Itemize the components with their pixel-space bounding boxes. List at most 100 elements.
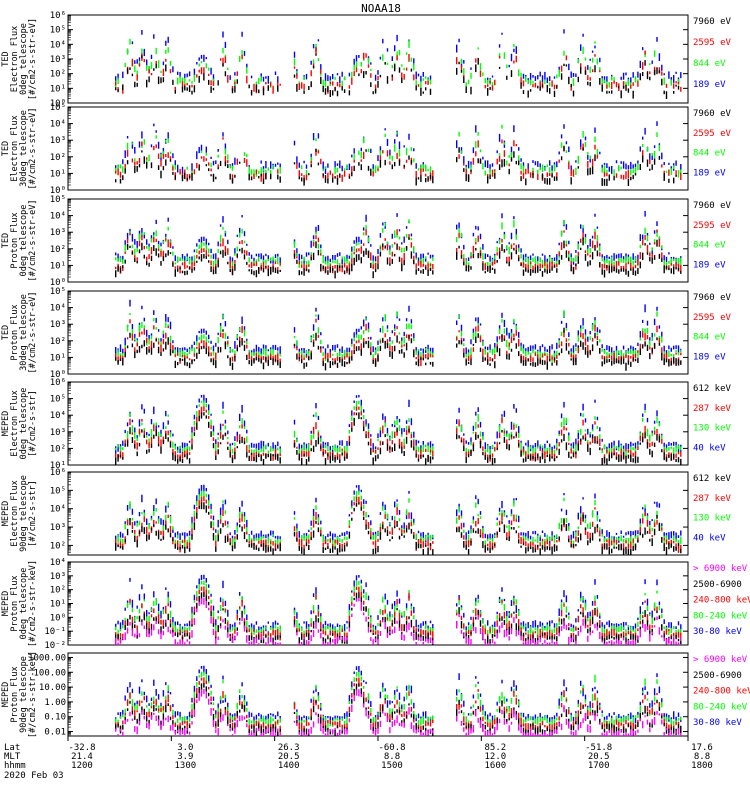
footer-hhmm-value: 1700 (588, 761, 610, 771)
y-tick-label: 10⁴ (50, 558, 66, 568)
footer-lat-value: -51.8 (585, 743, 612, 753)
y-tick-label: 10⁶ (50, 378, 66, 388)
y-axis-label-line: [#/cm2-s-str-keV] (28, 560, 38, 647)
y-tick-label: 10⁵ (50, 486, 66, 496)
legend-entry: 40 keV (693, 443, 726, 453)
footer-lat-value: -32.8 (68, 743, 95, 753)
y-axis-label-line: TED (1, 325, 11, 340)
flux-series-trace (115, 53, 680, 99)
flux-series-trace (115, 237, 682, 279)
data-marks (115, 574, 682, 645)
y-tick-label: 1.00 (44, 698, 66, 708)
y-tick-label: 10⁰ (50, 278, 66, 288)
footer-mlt-value: 20.5 (588, 752, 610, 762)
legend-entry: 189 eV (693, 352, 726, 362)
legend-entry: 844 eV (693, 333, 726, 343)
plot-title: NOAA18 (361, 2, 401, 15)
y-tick-label: 10³ (50, 523, 66, 533)
legend-entry: 189 eV (693, 80, 726, 90)
y-axis-label-line: [#/cm2-s-str] (28, 480, 38, 547)
legend-entry: 7960 eV (693, 109, 732, 119)
legend-entry: 189 eV (693, 168, 726, 178)
legend-entry: 7960 eV (693, 201, 732, 211)
y-tick-label: 10³ (50, 136, 66, 146)
y-axis-label-line: 0deg telescope (19, 568, 29, 640)
y-tick-label: 10² (50, 245, 66, 255)
legend-entry: > 6900 keV (693, 655, 748, 665)
y-axis-label-line: MEPED (1, 682, 11, 708)
y-tick-label: 10¹ (50, 600, 66, 610)
y-tick-label: 10⁻¹ (44, 627, 66, 637)
y-tick-label: 10⁴ (50, 120, 66, 130)
y-tick-label: 10³ (50, 228, 66, 238)
y-tick-label: 10⁶ (50, 11, 66, 21)
y-tick-label: 10⁵ (50, 26, 66, 36)
legend-entry: 30-80 keV (693, 627, 742, 637)
y-axis-label-line: 0deg telescope (19, 388, 29, 460)
footer-lat-value: -60.8 (378, 743, 405, 753)
y-tick-label: 10⁵ (50, 195, 66, 205)
legend-entry: 2500-6900 (693, 580, 742, 590)
panel-4: 10⁰ 10¹ 10² 10³ 10⁴ 10⁵ TED Proton Flux 30deg te… (1, 287, 732, 380)
data-marks (115, 299, 682, 371)
legend-entry: 2595 eV (693, 313, 732, 323)
y-axis-label-line: [#/cm2-s-str-eV] (28, 108, 38, 190)
y-axis-label-line: Proton Flux (10, 575, 20, 631)
legend-entry: 844 eV (693, 149, 726, 159)
data-marks (115, 394, 682, 465)
flux-series-trace (115, 574, 682, 635)
y-tick-label: 10² (50, 337, 66, 347)
footer-hhmm-value: 1500 (381, 761, 403, 771)
panel-frame (67, 290, 689, 375)
legend-entry: 612 keV (693, 474, 732, 484)
y-tick-label: 10⁰ (50, 370, 66, 380)
footer-mlt-value: 8.8 (694, 752, 710, 762)
panel-5: 10¹ 10² 10³ 10⁴ 10⁵ 10⁶ MEPED Electron Flux 0deg… (1, 378, 732, 471)
legend-entry: 7960 eV (693, 293, 732, 303)
y-axis-label-line: 30deg telescope (19, 110, 29, 187)
footer-mlt-value: 12.0 (484, 752, 506, 762)
y-tick-label: 10³ (50, 428, 66, 438)
flux-series-trace (115, 145, 677, 186)
legend-entry: 2595 eV (693, 38, 732, 48)
y-axis-label-line: [#/cm2-s-str-eV] (28, 18, 38, 100)
y-tick-label: 10⁴ (50, 411, 66, 421)
panel-frame (67, 106, 689, 191)
y-tick-label: 10³ (50, 320, 66, 330)
flux-series-trace (115, 412, 682, 465)
y-tick-label: 10⁴ (50, 212, 66, 222)
footer-hhmm-value: 1600 (484, 761, 506, 771)
panel-1: 10⁰ 10¹ 10² 10³ 10⁴ 10⁵ 10⁶ TED Electron Flux 0de… (1, 11, 732, 109)
legend-entry: 844 eV (693, 59, 726, 69)
legend-entry: 2500-6900 (693, 671, 742, 681)
footer-mlt-value: 8.8 (384, 752, 400, 762)
y-tick-label: 100.00 (33, 668, 66, 678)
y-tick-label: 10¹ (50, 461, 66, 471)
y-tick-label: 10² (50, 444, 66, 454)
y-tick-label: 10⁻² (44, 641, 66, 651)
panels: 10⁰ 10¹ 10² 10³ 10⁴ 10⁵ 10⁶ TED Electron Flux 0de… (1, 11, 750, 738)
footer-hhmm-value: 1300 (174, 761, 196, 771)
flux-series-trace (115, 598, 682, 645)
flux-series-trace (115, 318, 682, 367)
footer-date: 2020 Feb 03 (4, 771, 64, 781)
legend-entry: 240-800 keV (693, 687, 750, 697)
footer-hhmm-value: 1400 (278, 761, 300, 771)
y-axis-label-line: TED (1, 51, 11, 66)
y-axis-label-line: Proton Flux (10, 212, 20, 268)
y-axis-label-line: Electron Flux (10, 115, 20, 182)
flux-series-trace (115, 219, 682, 271)
y-tick-label: 10² (50, 70, 66, 80)
y-axis-label-line: 90deg telescope (19, 475, 29, 552)
data-marks (115, 665, 682, 736)
y-axis-label-line: MEPED (1, 501, 11, 527)
y-tick-label: 10⁵ (50, 103, 66, 113)
footer-hhmm-value: 1200 (71, 761, 93, 771)
y-axis-label-line: TED (1, 233, 11, 248)
y-axis-label-line: MEPED (1, 591, 11, 617)
y-axis-label-line: [#/cm2-s-str-eV] (28, 200, 38, 282)
flux-series-trace (115, 502, 682, 555)
y-axis-label-line: 0deg telescope (19, 205, 29, 277)
